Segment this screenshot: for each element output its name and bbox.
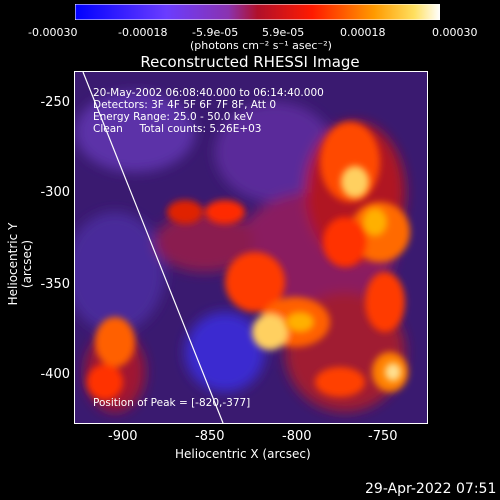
- x-axis-label: Heliocentric X (arcsec): [175, 447, 311, 461]
- plot-title: Reconstructed RHESSI Image: [140, 53, 360, 71]
- y-axis-label: Heliocentric Y (arcsec): [6, 222, 34, 306]
- x-tick-label: -850: [195, 429, 225, 444]
- colorbar: [75, 4, 440, 20]
- info-clean-counts: Clean Total counts: 5.26E+03: [93, 123, 262, 135]
- colorbar-tick: -0.00018: [118, 26, 168, 39]
- y-tick-label: -350: [40, 277, 70, 292]
- info-detectors: Detectors: 3F 4F 5F 6F 7F 8F, Att 0: [93, 99, 277, 111]
- colorbar-units: (photons cm⁻² s⁻¹ asec⁻²): [190, 39, 332, 52]
- info-energy-range: Energy Range: 25.0 - 50.0 keV: [93, 111, 254, 123]
- info-time-range: 20-May-2002 06:08:40.000 to 06:14:40.000: [93, 87, 324, 99]
- colorbar-tick: -5.9e-05: [192, 26, 239, 39]
- image-canvas: [65, 71, 427, 424]
- colorbar-tick: 0.00030: [432, 26, 478, 39]
- x-tick-label: -800: [282, 429, 312, 444]
- limb-line: [82, 71, 224, 424]
- x-tick-label: -900: [108, 429, 138, 444]
- y-tick-label: -400: [40, 367, 70, 382]
- footer-timestamp: 29-Apr-2022 07:51: [365, 481, 497, 497]
- colorbar-tick: -0.00030: [28, 26, 78, 39]
- y-tick-label: -250: [40, 95, 70, 110]
- peak-position-label: Position of Peak = [-820,-377]: [93, 397, 251, 409]
- colorbar-tick: 5.9e-05: [262, 26, 305, 39]
- x-tick-label: -750: [368, 429, 398, 444]
- colorbar-tick: 0.00018: [340, 26, 386, 39]
- y-tick-label: -300: [40, 185, 70, 200]
- rhessi-image: 20-May-2002 06:08:40.000 to 06:14:40.000…: [65, 71, 428, 424]
